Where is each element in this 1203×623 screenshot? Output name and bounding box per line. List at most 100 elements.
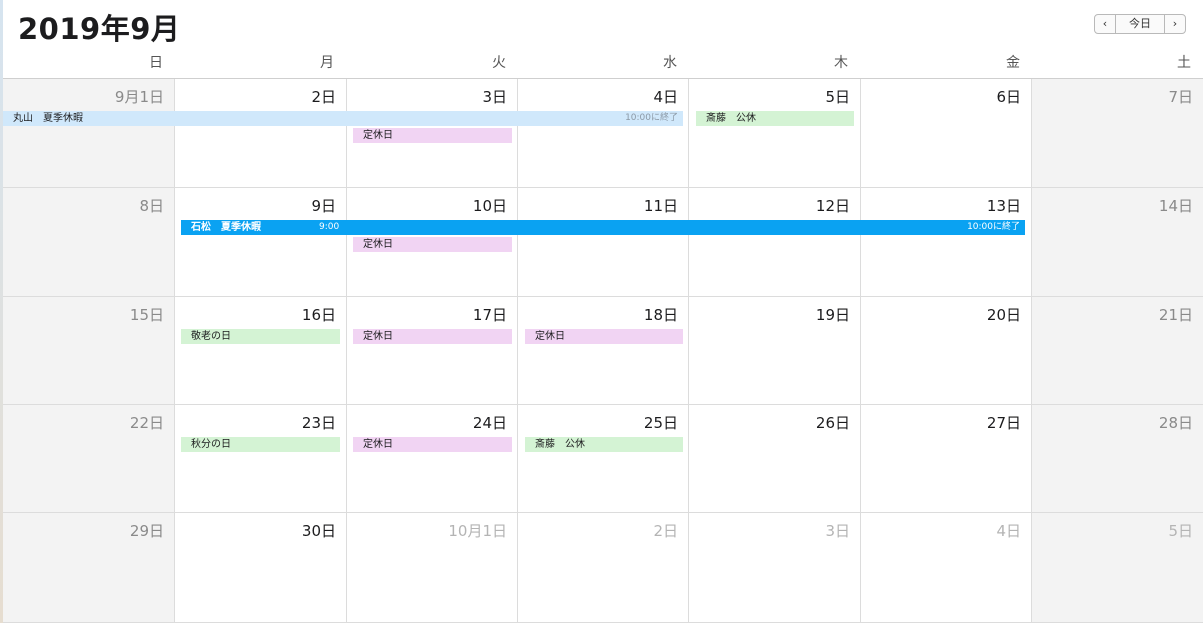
day-cell[interactable]: 14日 xyxy=(1032,188,1203,297)
event-end-label: 10:00に終了 xyxy=(625,113,678,123)
day-number: 13日 xyxy=(986,197,1021,215)
day-cell[interactable]: 29日 xyxy=(3,513,175,623)
month-grid: 9月1日 2日 3日 4日 5日 6日 7日 8日 9日 10日 11日 12日… xyxy=(3,79,1203,623)
next-month-button[interactable]: › xyxy=(1164,14,1186,34)
day-number: 2日 xyxy=(653,522,678,540)
day-cell[interactable]: 22日 xyxy=(3,405,175,513)
day-cell[interactable]: 19日 xyxy=(689,297,861,405)
day-number: 29日 xyxy=(129,522,164,540)
day-number: 4日 xyxy=(996,522,1021,540)
day-number: 7日 xyxy=(1168,88,1193,106)
day-number: 4日 xyxy=(653,88,678,106)
day-number: 25日 xyxy=(643,414,678,432)
day-number: 8日 xyxy=(139,197,164,215)
event-closed-day[interactable]: 定休日 xyxy=(353,329,512,344)
day-cell[interactable]: 7日 xyxy=(1032,79,1203,188)
today-button[interactable]: 今日 xyxy=(1116,14,1164,34)
day-cell[interactable]: 9日 xyxy=(175,188,347,297)
day-number: 12日 xyxy=(815,197,850,215)
day-cell[interactable]: 9月1日 xyxy=(3,79,175,188)
event-saito-day-off[interactable]: 斎藤 公休 xyxy=(525,437,683,452)
day-number: 3日 xyxy=(825,522,850,540)
event-closed-day[interactable]: 定休日 xyxy=(353,237,512,252)
day-number: 3日 xyxy=(482,88,507,106)
event-autumn-equinox-day[interactable]: 秋分の日 xyxy=(181,437,340,452)
day-cell[interactable]: 21日 xyxy=(1032,297,1203,405)
day-cell[interactable]: 10月1日 xyxy=(347,513,518,623)
day-number: 5日 xyxy=(825,88,850,106)
day-number: 6日 xyxy=(996,88,1021,106)
weekday-thu: 木 xyxy=(834,55,848,71)
day-number: 20日 xyxy=(986,306,1021,324)
weekday-tue: 火 xyxy=(492,55,506,71)
day-cell[interactable]: 5日 xyxy=(1032,513,1203,623)
day-number: 30日 xyxy=(301,522,336,540)
day-number: 10月1日 xyxy=(448,522,507,540)
day-cell[interactable]: 17日 xyxy=(347,297,518,405)
day-cell[interactable]: 4日 xyxy=(861,513,1032,623)
month-title: 2019年9月 xyxy=(18,12,181,46)
event-respect-for-aged-day[interactable]: 敬老の日 xyxy=(181,329,340,344)
day-cell[interactable]: 6日 xyxy=(861,79,1032,188)
event-saito-day-off[interactable]: 斎藤 公休 xyxy=(696,111,854,126)
day-cell[interactable]: 25日 xyxy=(518,405,689,513)
event-title: 石松 夏季休暇 xyxy=(191,222,261,233)
month-navigation: ‹ 今日 › xyxy=(1094,14,1186,34)
weekday-fri: 金 xyxy=(1006,55,1020,71)
day-number: 21日 xyxy=(1158,306,1193,324)
event-maruyama-vacation[interactable]: 丸山 夏季休暇 10:00に終了 xyxy=(3,111,683,126)
day-number: 9月1日 xyxy=(114,88,164,106)
day-cell[interactable]: 5日 xyxy=(689,79,861,188)
day-cell[interactable]: 12日 xyxy=(689,188,861,297)
prev-month-button[interactable]: ‹ xyxy=(1094,14,1116,34)
day-number: 17日 xyxy=(472,306,507,324)
day-number: 2日 xyxy=(311,88,336,106)
day-number: 22日 xyxy=(129,414,164,432)
day-number: 19日 xyxy=(815,306,850,324)
event-closed-day[interactable]: 定休日 xyxy=(353,437,512,452)
chevron-right-icon: › xyxy=(1172,17,1178,30)
day-cell[interactable]: 18日 xyxy=(518,297,689,405)
day-cell[interactable]: 15日 xyxy=(3,297,175,405)
weekday-header: 日 月 火 水 木 金 土 xyxy=(3,50,1203,79)
day-number: 16日 xyxy=(301,306,336,324)
event-closed-day[interactable]: 定休日 xyxy=(353,128,512,143)
day-number: 27日 xyxy=(986,414,1021,432)
day-cell[interactable]: 26日 xyxy=(689,405,861,513)
day-number: 23日 xyxy=(301,414,336,432)
day-cell[interactable]: 24日 xyxy=(347,405,518,513)
day-number: 15日 xyxy=(129,306,164,324)
day-number: 5日 xyxy=(1168,522,1193,540)
day-cell[interactable]: 11日 xyxy=(518,188,689,297)
event-end-label: 10:00に終了 xyxy=(967,222,1020,232)
event-title: 丸山 夏季休暇 xyxy=(13,113,83,124)
day-cell[interactable]: 2日 xyxy=(518,513,689,623)
day-cell[interactable]: 30日 xyxy=(175,513,347,623)
day-cell[interactable]: 4日 xyxy=(518,79,689,188)
day-number: 26日 xyxy=(815,414,850,432)
window-edge xyxy=(0,0,3,623)
event-ishimatsu-vacation[interactable]: 石松 夏季休暇 9:00 10:00に終了 xyxy=(181,220,1025,235)
day-cell[interactable]: 20日 xyxy=(861,297,1032,405)
weekday-sun: 日 xyxy=(149,55,163,71)
day-number: 24日 xyxy=(472,414,507,432)
day-number: 10日 xyxy=(472,197,507,215)
day-cell[interactable]: 28日 xyxy=(1032,405,1203,513)
day-number: 11日 xyxy=(643,197,678,215)
day-number: 18日 xyxy=(643,306,678,324)
weekday-wed: 水 xyxy=(663,55,677,71)
day-cell[interactable]: 23日 xyxy=(175,405,347,513)
weekday-mon: 月 xyxy=(320,55,334,71)
event-time: 9:00 xyxy=(319,222,340,232)
event-closed-day[interactable]: 定休日 xyxy=(525,329,683,344)
day-cell[interactable]: 27日 xyxy=(861,405,1032,513)
day-cell[interactable]: 13日 xyxy=(861,188,1032,297)
day-cell[interactable]: 3日 xyxy=(689,513,861,623)
day-cell[interactable]: 2日 xyxy=(175,79,347,188)
day-cell[interactable]: 8日 xyxy=(3,188,175,297)
day-cell[interactable]: 16日 xyxy=(175,297,347,405)
weekday-sat: 土 xyxy=(1177,55,1191,71)
day-number: 28日 xyxy=(1158,414,1193,432)
chevron-left-icon: ‹ xyxy=(1102,17,1108,30)
day-number: 9日 xyxy=(311,197,336,215)
